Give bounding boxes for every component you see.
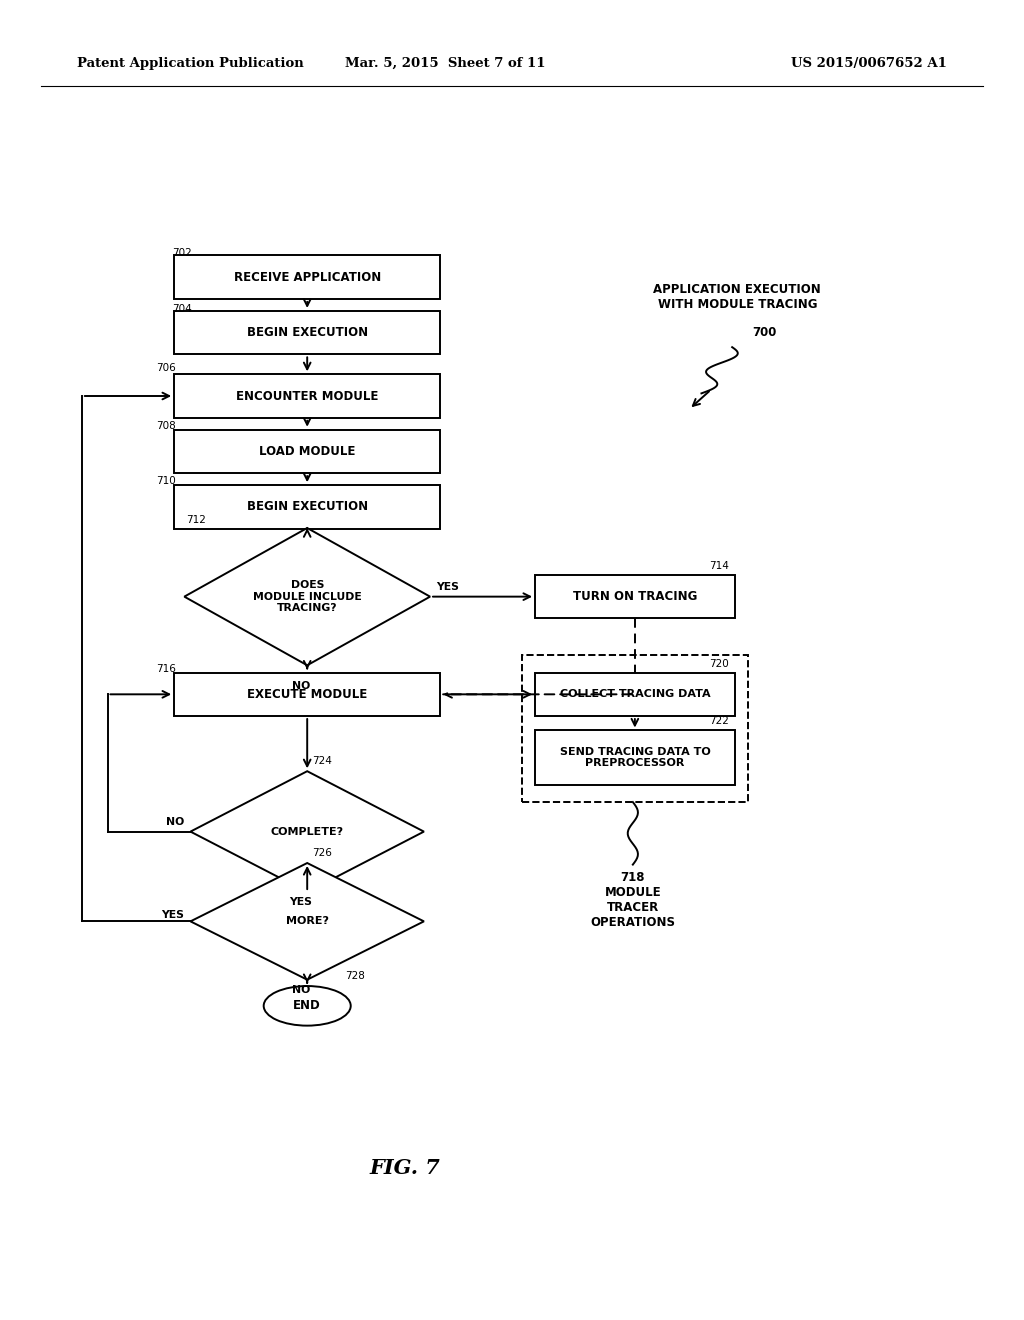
Text: SEND TRACING DATA TO
PREPROCESSOR: SEND TRACING DATA TO PREPROCESSOR: [559, 747, 711, 768]
Bar: [174, 255, 440, 298]
Text: YES: YES: [162, 909, 184, 920]
Text: US 2015/0067652 A1: US 2015/0067652 A1: [792, 57, 947, 70]
Bar: [535, 673, 735, 715]
Text: BEGIN EXECUTION: BEGIN EXECUTION: [247, 326, 368, 339]
Text: BEGIN EXECUTION: BEGIN EXECUTION: [247, 500, 368, 513]
Text: 710: 710: [156, 477, 175, 487]
Bar: [521, 656, 748, 803]
Text: YES: YES: [436, 582, 459, 593]
Text: DOES
MODULE INCLUDE
TRACING?: DOES MODULE INCLUDE TRACING?: [253, 579, 361, 614]
Text: 716: 716: [156, 664, 175, 673]
Text: 720: 720: [709, 659, 729, 668]
Text: TURN ON TRACING: TURN ON TRACING: [572, 590, 697, 603]
Text: 706: 706: [156, 363, 175, 374]
Text: RECEIVE APPLICATION: RECEIVE APPLICATION: [233, 271, 381, 284]
Polygon shape: [190, 863, 424, 979]
Text: YES: YES: [290, 898, 312, 907]
Text: NO: NO: [292, 985, 310, 995]
Text: 704: 704: [172, 304, 191, 314]
Text: 718
MODULE
TRACER
OPERATIONS: 718 MODULE TRACER OPERATIONS: [590, 871, 676, 929]
Text: Patent Application Publication: Patent Application Publication: [77, 57, 303, 70]
Bar: [535, 730, 735, 785]
Text: 728: 728: [345, 970, 366, 981]
Text: 724: 724: [312, 756, 332, 766]
Text: 708: 708: [156, 421, 175, 430]
Bar: [535, 574, 735, 618]
Text: COMPLETE?: COMPLETE?: [270, 826, 344, 837]
Bar: [174, 484, 440, 528]
Text: 712: 712: [186, 515, 206, 525]
Bar: [174, 673, 440, 715]
Text: ENCOUNTER MODULE: ENCOUNTER MODULE: [236, 389, 379, 403]
Ellipse shape: [264, 986, 350, 1026]
Text: 700: 700: [753, 326, 777, 339]
Text: NO: NO: [166, 817, 184, 828]
Bar: [174, 429, 440, 473]
Text: END: END: [293, 999, 322, 1012]
Bar: [174, 310, 440, 354]
Polygon shape: [190, 771, 424, 892]
Polygon shape: [184, 528, 430, 665]
Text: FIG. 7: FIG. 7: [369, 1158, 440, 1179]
Text: 722: 722: [709, 717, 729, 726]
Text: NO: NO: [292, 681, 310, 692]
Text: EXECUTE MODULE: EXECUTE MODULE: [247, 688, 368, 701]
Text: MORE?: MORE?: [286, 916, 329, 927]
Text: APPLICATION EXECUTION
WITH MODULE TRACING: APPLICATION EXECUTION WITH MODULE TRACIN…: [653, 282, 821, 312]
Text: 702: 702: [172, 248, 191, 259]
Text: LOAD MODULE: LOAD MODULE: [259, 445, 355, 458]
Text: Mar. 5, 2015  Sheet 7 of 11: Mar. 5, 2015 Sheet 7 of 11: [345, 57, 546, 70]
Text: 726: 726: [312, 847, 332, 858]
Text: 714: 714: [709, 561, 729, 570]
Text: COLLECT TRACING DATA: COLLECT TRACING DATA: [559, 689, 711, 700]
Bar: [174, 375, 440, 417]
